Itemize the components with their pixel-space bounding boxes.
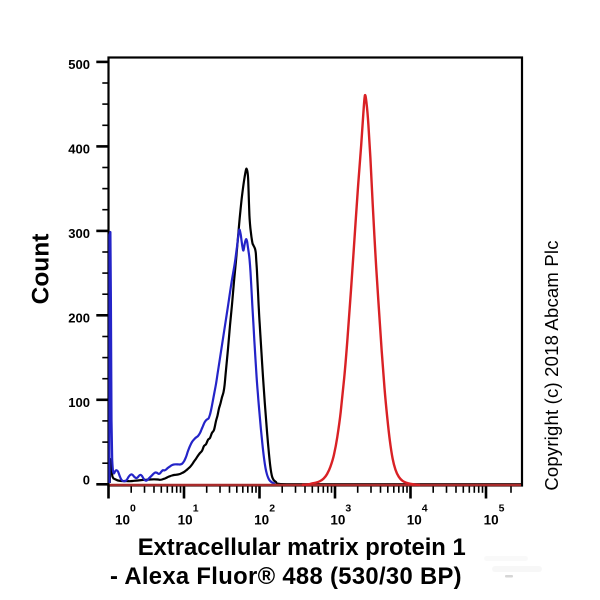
svg-text:200: 200 [68, 310, 90, 325]
svg-text:500: 500 [68, 57, 90, 72]
svg-text:Copyright (c) 2018 Abcam Plc: Copyright (c) 2018 Abcam Plc [541, 240, 562, 490]
svg-text:0: 0 [83, 472, 90, 487]
svg-text:100: 100 [68, 395, 90, 410]
svg-text:300: 300 [68, 226, 90, 241]
svg-text:Extracellular matrix protein 1: Extracellular matrix protein 1 [138, 534, 466, 561]
svg-text:Count: Count [28, 234, 55, 305]
svg-text:- Alexa Fluor® 488 (530/30 BP): - Alexa Fluor® 488 (530/30 BP) [110, 563, 462, 590]
svg-text:400: 400 [68, 142, 90, 157]
